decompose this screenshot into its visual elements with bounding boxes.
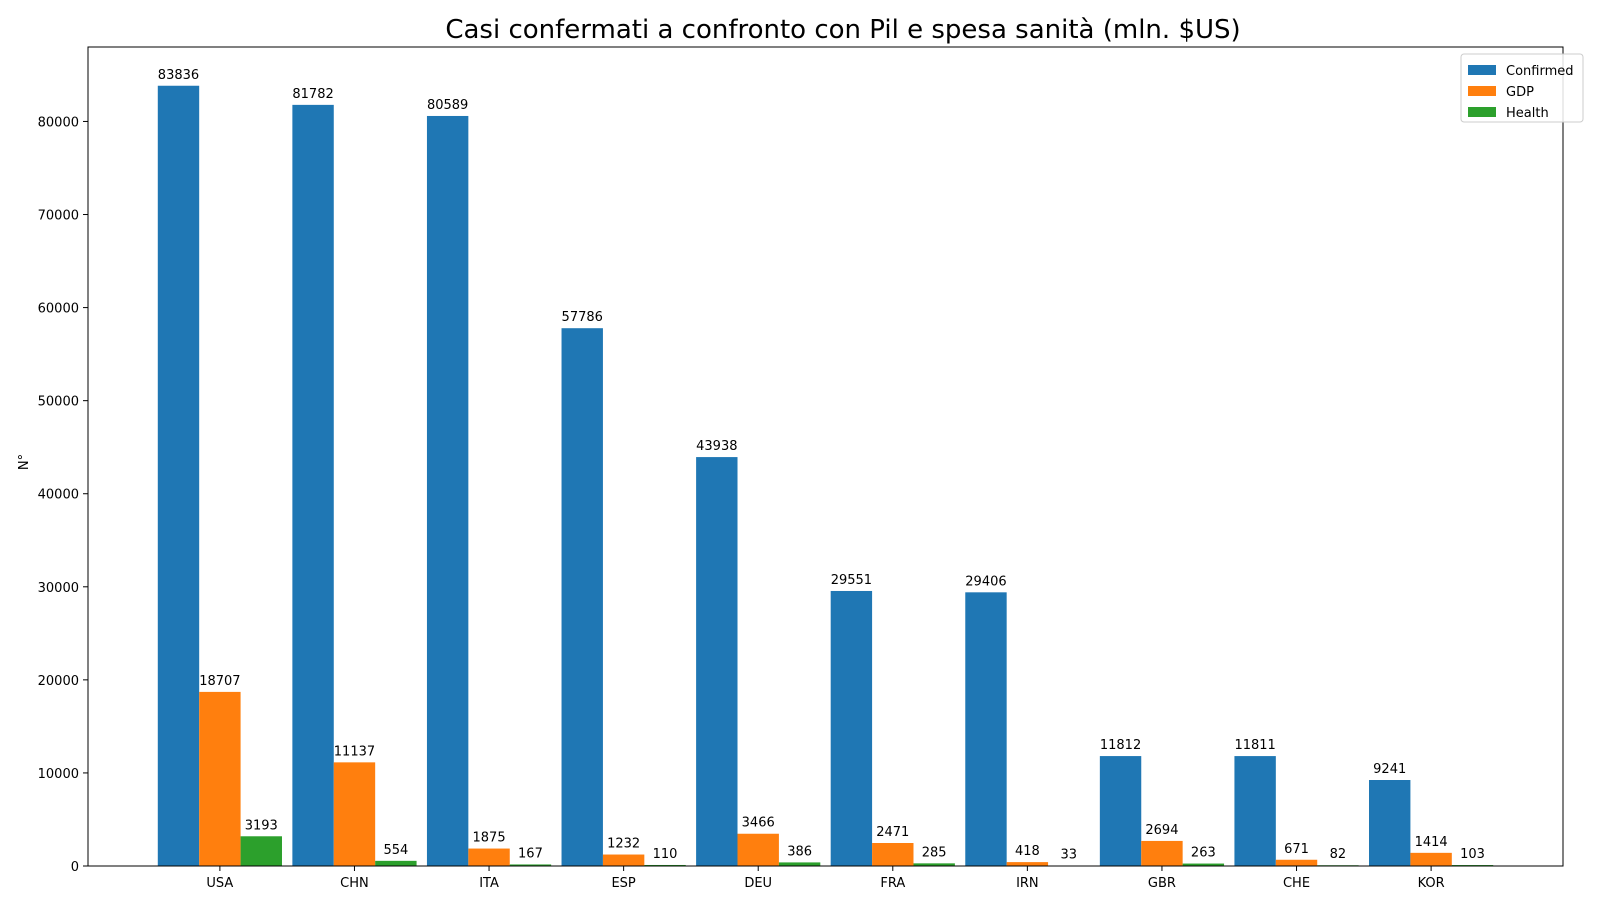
data-label-health-che: 82	[1330, 847, 1347, 862]
bar-confirmed-ita	[426, 115, 469, 867]
x-axis: USA CHN ITA ESP DEU FRA IRN GBR CHE KOR	[206, 866, 1445, 891]
bar-gdp-gbr	[1141, 840, 1183, 866]
bar-health-esp	[644, 864, 686, 866]
x-tick-label-kor: KOR	[1418, 876, 1445, 891]
data-label-health-ita: 167	[518, 846, 543, 861]
data-label-health-gbr: 263	[1191, 846, 1216, 861]
data-label-confirmed-gbr: 11812	[1100, 738, 1141, 753]
data-label-gdp-che: 671	[1284, 842, 1309, 857]
x-tick-label-irn: IRN	[1016, 876, 1039, 891]
bar-confirmed-usa	[157, 85, 200, 866]
bar-gdp-fra	[872, 843, 914, 866]
y-tick-label-10000: 10000	[38, 767, 79, 782]
bar-confirmed-che	[1234, 756, 1276, 866]
bar-health-deu	[778, 862, 821, 866]
data-label-health-chn: 554	[383, 843, 408, 858]
y-tick-label-60000: 60000	[38, 302, 79, 317]
x-tick-label-chn: CHN	[340, 876, 369, 891]
bars-group	[157, 85, 1494, 867]
y-tick-label-50000: 50000	[38, 395, 79, 410]
bar-confirmed-deu	[696, 457, 738, 866]
chart-title: Casi confermati a confronto con Pil e sp…	[445, 15, 1240, 45]
bar-confirmed-fra	[830, 590, 873, 866]
data-label-confirmed-che: 11811	[1234, 738, 1275, 753]
legend-label-health: Health	[1506, 106, 1549, 121]
data-label-confirmed-usa: 83836	[158, 68, 199, 83]
bar-gdp-kor	[1410, 852, 1452, 866]
bar-gdp-chn	[333, 762, 376, 866]
y-tick-label-80000: 80000	[38, 115, 79, 130]
bar-health-gbr	[1182, 863, 1225, 866]
y-tick-label-20000: 20000	[38, 674, 79, 689]
data-label-gdp-usa: 18707	[199, 674, 240, 689]
y-tick-label-40000: 40000	[38, 488, 79, 503]
bar-gdp-che	[1275, 859, 1318, 866]
legend-swatch-confirmed	[1468, 65, 1496, 75]
data-label-confirmed-deu: 43938	[696, 439, 737, 454]
x-tick-label-gbr: GBR	[1148, 876, 1176, 891]
data-label-confirmed-kor: 9241	[1373, 762, 1406, 777]
y-axis: 0 10000 20000 30000 40000 50000 60000 70000 8000…	[38, 115, 88, 875]
data-label-gdp-kor: 1414	[1415, 835, 1448, 850]
data-label-gdp-ita: 1875	[473, 831, 506, 846]
bar-confirmed-gbr	[1099, 756, 1142, 866]
data-label-gdp-fra: 2471	[876, 825, 909, 840]
y-tick-label-0: 0	[71, 860, 79, 875]
data-label-health-deu: 386	[787, 844, 812, 859]
bar-gdp-usa	[199, 691, 241, 866]
data-label-health-esp: 110	[653, 847, 678, 862]
data-label-confirmed-chn: 81782	[292, 87, 333, 102]
legend-label-confirmed: Confirmed	[1506, 64, 1574, 79]
legend-label-gdp: GDP	[1506, 85, 1534, 100]
bar-confirmed-kor	[1369, 780, 1411, 866]
data-label-gdp-esp: 1232	[607, 837, 640, 852]
x-tick-label-fra: FRA	[880, 876, 905, 891]
y-tick-label-70000: 70000	[38, 209, 79, 224]
bar-confirmed-chn	[292, 104, 334, 867]
legend: Confirmed GDP Health	[1460, 53, 1584, 123]
x-tick-label-esp: ESP	[611, 876, 635, 891]
data-label-confirmed-fra: 29551	[831, 573, 872, 588]
bar-gdp-deu	[737, 833, 779, 866]
data-label-gdp-deu: 3466	[742, 816, 775, 831]
data-labels-group: 83836 18707 3193 81782 11137 554 80589 1875 167 5…	[158, 68, 1485, 863]
x-tick-label-usa: USA	[206, 876, 233, 891]
x-tick-label-ita: ITA	[479, 876, 499, 891]
bar-health-fra	[913, 863, 955, 866]
bar-confirmed-esp	[561, 328, 603, 866]
bar-gdp-ita	[468, 848, 510, 866]
legend-swatch-health	[1468, 107, 1496, 117]
bar-health-chn	[375, 860, 417, 866]
data-label-health-irn: 33	[1060, 848, 1077, 863]
bar-health-usa	[240, 836, 282, 866]
plot-frame	[87, 46, 1564, 867]
data-label-health-kor: 103	[1460, 847, 1485, 862]
bar-confirmed-irn	[965, 592, 1007, 866]
bar-health-ita	[509, 864, 552, 866]
data-label-confirmed-esp: 57786	[562, 310, 603, 325]
data-label-health-fra: 285	[922, 845, 947, 860]
data-label-confirmed-irn: 29406	[965, 574, 1006, 589]
data-label-health-usa: 3193	[245, 818, 278, 833]
data-label-confirmed-ita: 80589	[427, 98, 468, 113]
y-axis-label: N°	[17, 454, 32, 470]
bar-gdp-irn	[1006, 862, 1049, 866]
x-tick-label-che: CHE	[1283, 876, 1310, 891]
legend-swatch-gdp	[1468, 86, 1496, 96]
data-label-gdp-gbr: 2694	[1145, 823, 1178, 838]
bar-gdp-esp	[602, 854, 645, 866]
data-label-gdp-irn: 418	[1015, 844, 1040, 859]
x-tick-label-deu: DEU	[744, 876, 772, 891]
y-tick-label-30000: 30000	[38, 581, 79, 596]
data-label-gdp-chn: 11137	[334, 744, 375, 759]
